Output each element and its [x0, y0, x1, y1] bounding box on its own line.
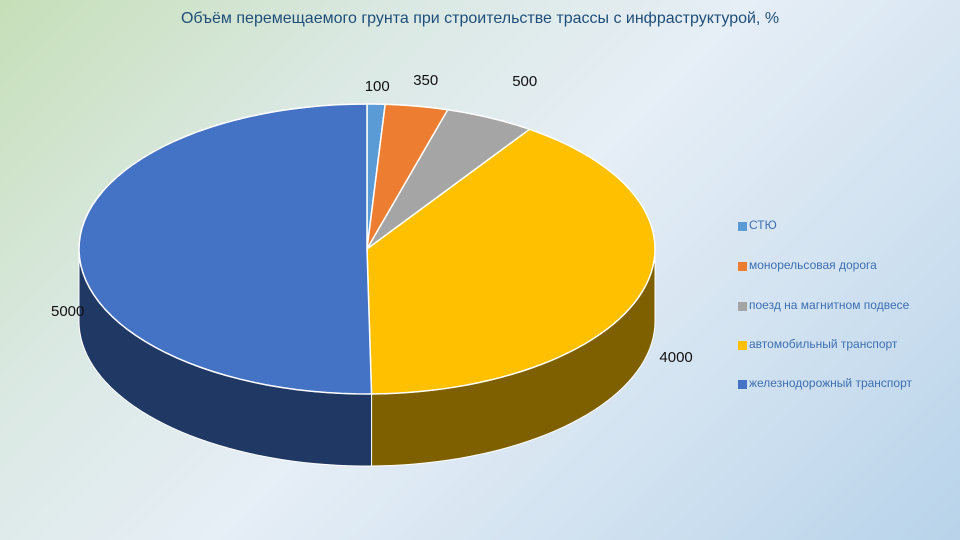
pie-slice-автомобильный-транспорт — [366, 128, 656, 395]
pie-slice-поезд-на-магнитном-подвесе — [366, 109, 531, 250]
pie-slice-железнодорожный-транспорт — [78, 103, 373, 395]
legend-swatch — [738, 262, 747, 271]
legend-item-СТЮ: СТЮ — [738, 218, 949, 233]
pie-slices — [78, 103, 656, 395]
legend-item-железнодорожный-транспорт: железнодорожный транспорт — [738, 376, 949, 391]
legend-label: СТЮ — [749, 218, 777, 232]
legend-item-монорельсовая-дорога: монорельсовая дорога — [738, 258, 949, 273]
legend-swatch — [738, 222, 747, 231]
legend-item-поезд-на-магнитном-подвесе: поезд на магнитном подвесе — [738, 298, 949, 313]
legend-item-автомобильный-транспорт: автомобильный транспорт — [738, 337, 949, 352]
data-label-СТЮ: 100 — [364, 78, 390, 96]
legend-label: автомобильный транспорт — [749, 337, 898, 351]
chart-title: Объём перемещаемого грунта при строитель… — [180, 10, 780, 27]
data-label-поезд-на-магнитном-подвесе: 500 — [512, 72, 538, 90]
data-label-монорельсовая-дорога: 350 — [413, 72, 439, 89]
legend-swatch — [738, 380, 747, 389]
legend-label: поезд на магнитном подвесе — [749, 298, 910, 312]
data-label-автомобильный-транспорт: 4000 — [659, 348, 693, 366]
legend-label: железнодорожный транспорт — [749, 376, 913, 390]
legend-swatch — [738, 341, 747, 350]
legend-label: монорельсовая дорога — [749, 258, 877, 272]
legend-swatch — [738, 302, 747, 311]
data-label-железнодорожный-транспорт: 5000 — [51, 302, 85, 320]
